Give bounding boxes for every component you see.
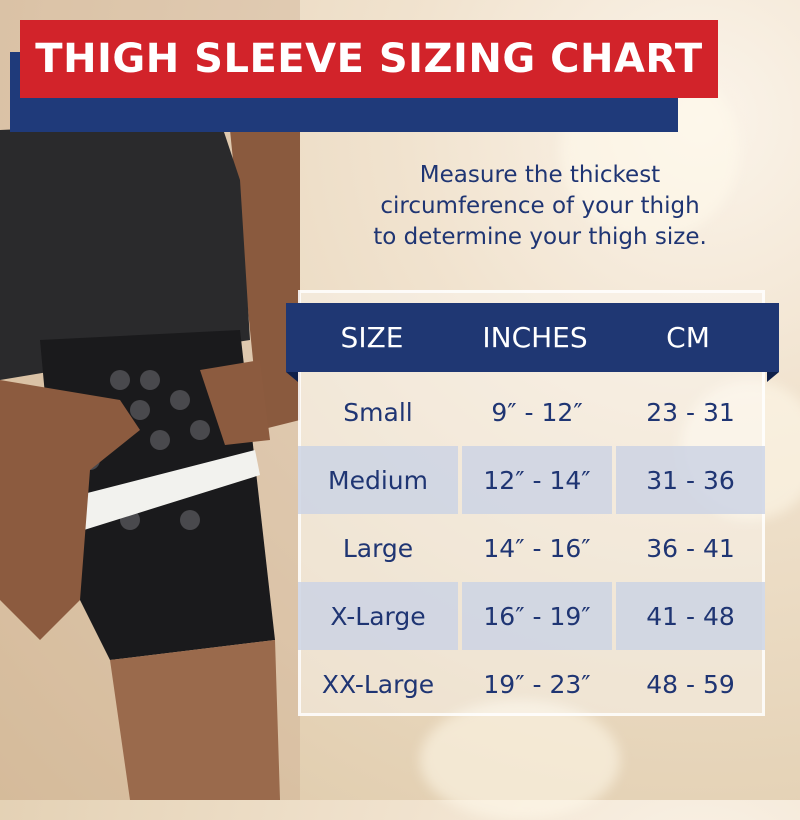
inches-cell: 16″ - 19″ (462, 582, 612, 650)
size-cell: Large (342, 533, 414, 563)
page-title: THIGH SLEEVE SIZING CHART (20, 20, 718, 98)
instruction-line: circumference of your thigh (380, 193, 700, 219)
table-row: X-Large 16″ - 19″ 41 - 48 (298, 582, 765, 650)
size-cell: XX-Large (321, 669, 435, 699)
cm-cell: 23 - 31 (646, 397, 735, 427)
instructions: Measure the thickest circumference of yo… (340, 160, 740, 253)
header-inches: INCHES (482, 321, 588, 354)
table-row: Large 14″ - 16″ 36 - 41 (298, 514, 765, 582)
inches-cell: 9″ - 12″ (491, 397, 583, 427)
instruction-line: to determine your thigh size. (373, 224, 707, 250)
bokeh-light (420, 700, 620, 820)
cm-cell: 41 - 48 (616, 582, 765, 650)
instruction-line: Measure the thickest (419, 162, 661, 188)
size-cell: X-Large (298, 582, 458, 650)
cm-cell: 31 - 36 (616, 446, 765, 514)
inches-cell: 19″ - 23″ (483, 669, 591, 699)
table-header: SIZE INCHES CM (286, 303, 779, 372)
ribbon-fold (286, 372, 298, 382)
inches-cell: 14″ - 16″ (483, 533, 591, 563)
cm-cell: 36 - 41 (646, 533, 735, 563)
table-row: Medium 12″ - 14″ 31 - 36 (298, 446, 765, 514)
header-cm: CM (666, 321, 710, 354)
size-cell: Medium (298, 446, 458, 514)
size-cell: Small (343, 397, 413, 427)
inches-cell: 12″ - 14″ (462, 446, 612, 514)
table-row: XX-Large 19″ - 23″ 48 - 59 (298, 650, 765, 718)
header-size: SIZE (340, 321, 404, 354)
table-row: Small 9″ - 12″ 23 - 31 (298, 378, 765, 446)
leg-with-thigh-sleeve-photo (0, 0, 300, 800)
cm-cell: 48 - 59 (646, 669, 735, 699)
ribbon-fold (767, 372, 779, 382)
